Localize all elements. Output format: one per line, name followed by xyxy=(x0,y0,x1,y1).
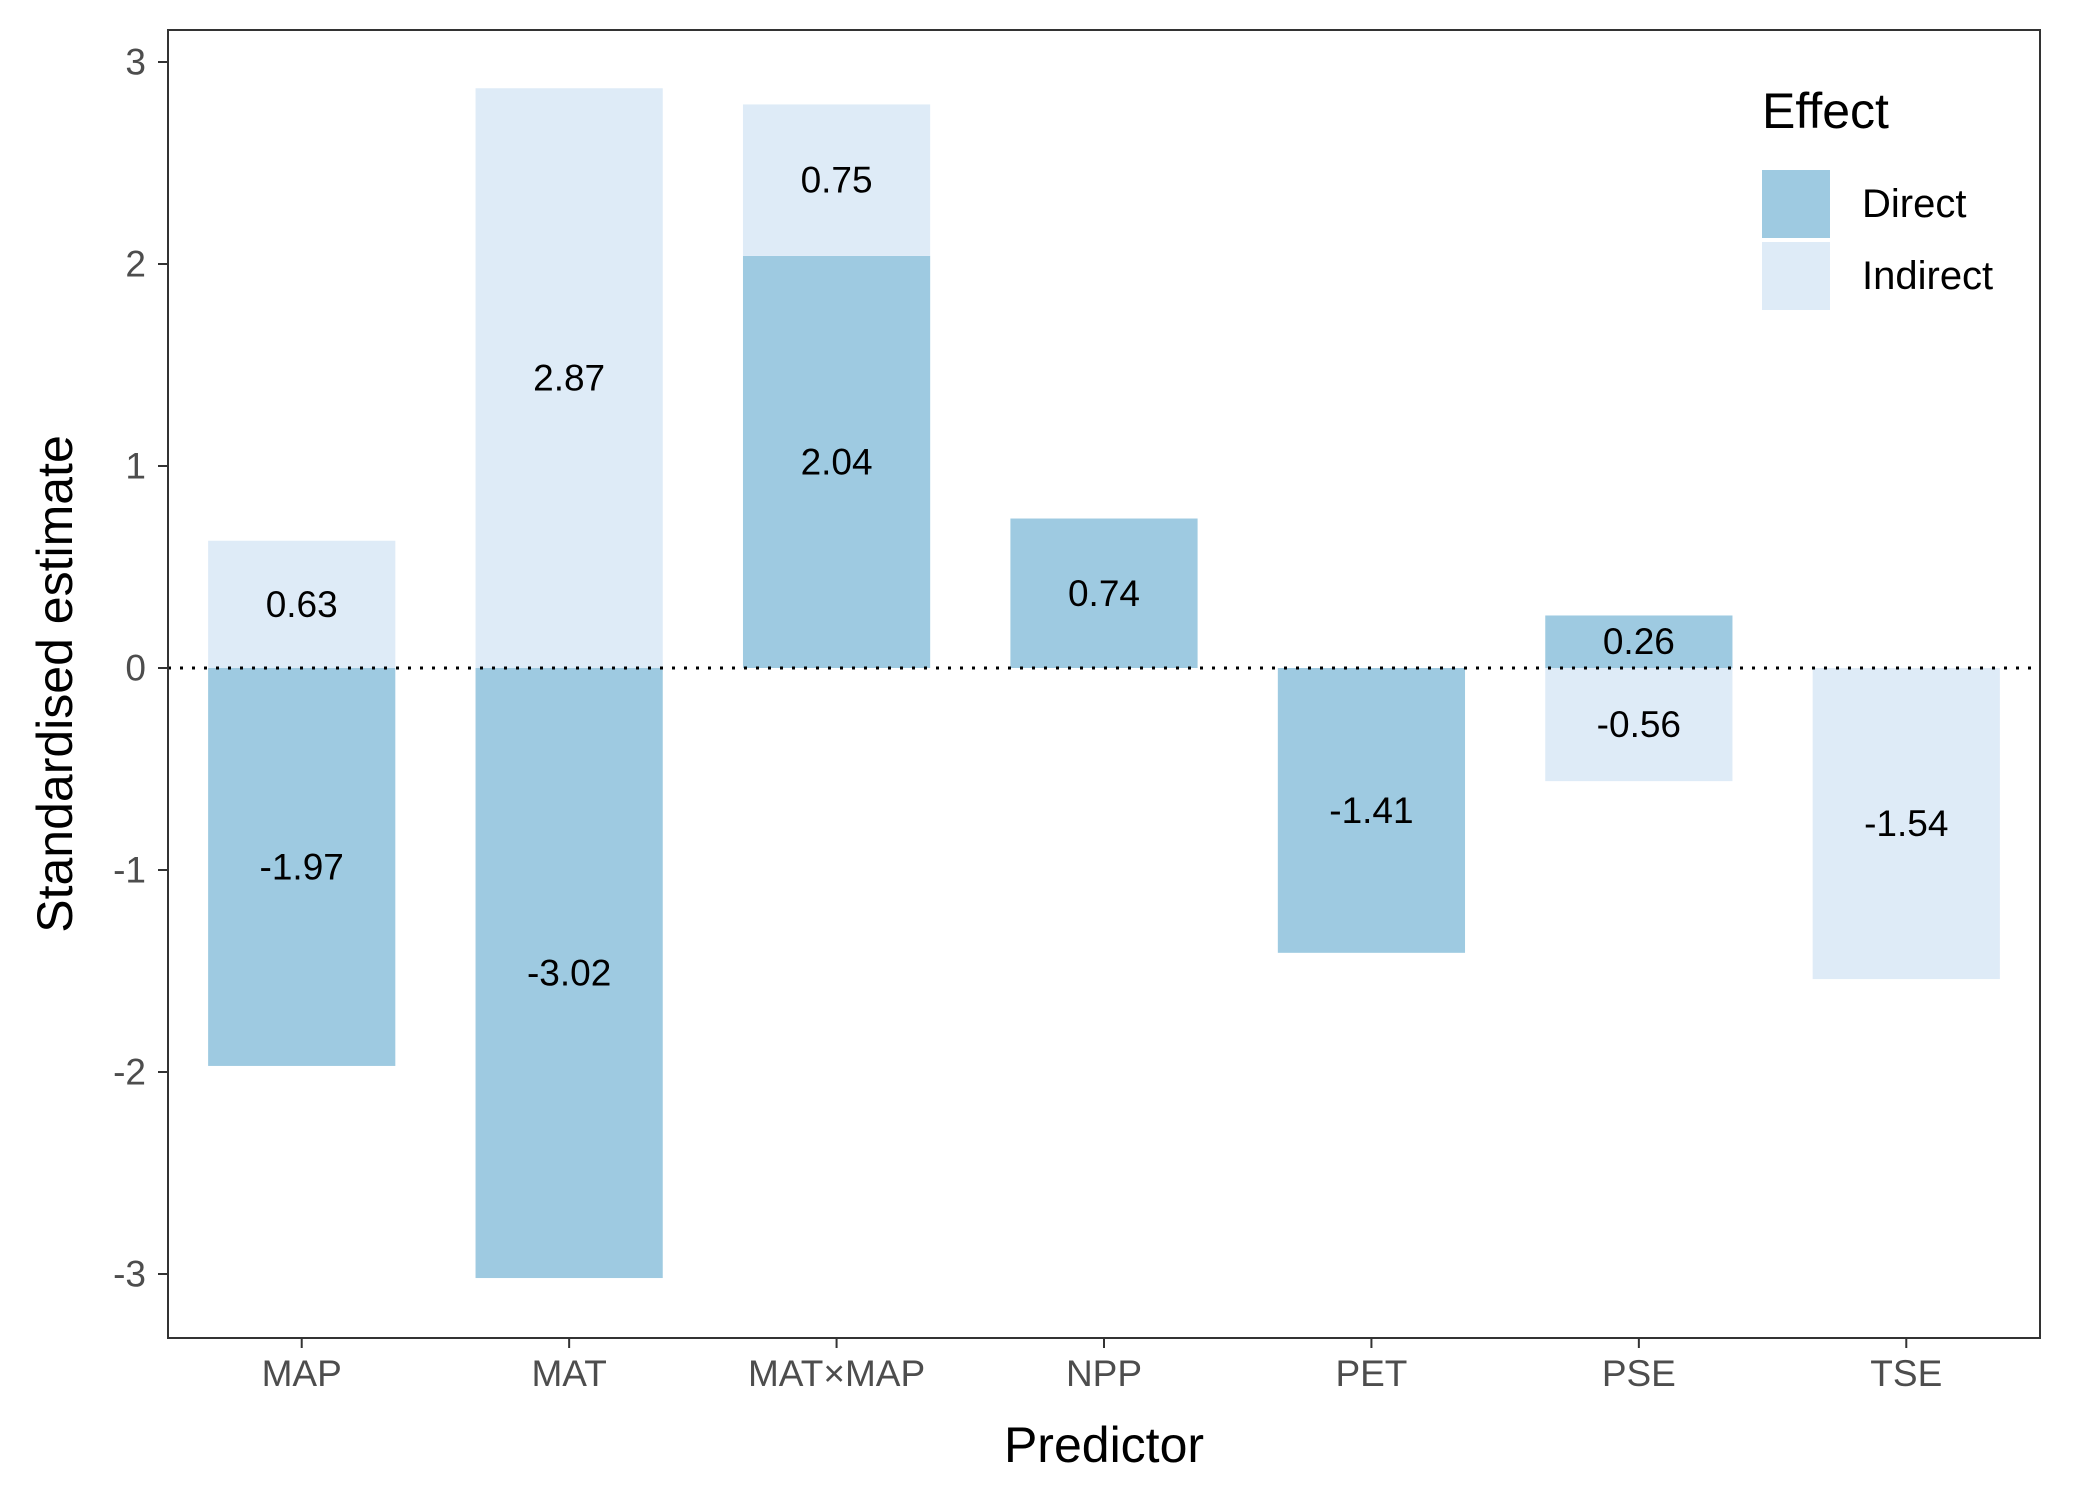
x-axis: MAP MAT MAT×MAP NPP PET PSE TSE xyxy=(262,1338,1942,1394)
y-axis: 3 2 1 0 -1 -2 -3 xyxy=(113,42,168,1295)
bar-mat-direct xyxy=(475,668,663,1279)
x-axis-title: Predictor xyxy=(1004,1417,1204,1473)
bar-label-pet-direct: -1.41 xyxy=(1329,790,1413,831)
y-tick-label: 1 xyxy=(125,446,146,487)
legend: Effect Direct Indirect xyxy=(1762,83,1993,310)
x-tick-label-map: MAP xyxy=(262,1353,342,1394)
bar-mat-map-direct xyxy=(742,255,931,669)
legend-label-indirect: Indirect xyxy=(1862,254,1993,298)
x-tick-label-mat-map: MAT×MAP xyxy=(748,1353,925,1394)
bar-map-indirect xyxy=(208,540,396,668)
bar-map-direct xyxy=(208,668,396,1066)
bar-pse-direct xyxy=(1545,615,1733,668)
y-tick-label: 2 xyxy=(125,244,146,285)
y-tick-label: -3 xyxy=(113,1254,146,1295)
bar-label-tse-indirect: -1.54 xyxy=(1864,803,1948,844)
bars-layer xyxy=(208,88,2000,1279)
x-tick-label-npp: NPP xyxy=(1066,1353,1142,1394)
bar-npp-direct xyxy=(1010,518,1198,668)
bar-mat-indirect xyxy=(475,88,663,668)
bar-label-mat-map-indirect: 0.75 xyxy=(801,160,873,201)
y-tick-label: 3 xyxy=(125,42,146,83)
y-tick-label: 0 xyxy=(125,648,146,689)
bar-labels-layer: 0.63 -1.97 2.87 -3.02 2.04 0.75 0.74 -1.41 0.26 -… xyxy=(260,160,1949,994)
x-tick-label-mat: MAT xyxy=(531,1353,606,1394)
bar-label-npp-direct: 0.74 xyxy=(1068,573,1140,614)
y-tick-label: -1 xyxy=(113,850,146,891)
bar-label-mat-direct: -3.02 xyxy=(527,953,611,994)
y-tick-label: -2 xyxy=(113,1052,146,1093)
x-tick-label-tse: TSE xyxy=(1870,1353,1942,1394)
legend-key-direct xyxy=(1762,170,1830,238)
bar-label-map-indirect: 0.63 xyxy=(266,584,338,625)
legend-title: Effect xyxy=(1762,83,1889,139)
bar-label-mat-map-direct: 2.04 xyxy=(801,441,873,482)
bar-tse-indirect xyxy=(1812,668,2000,980)
bar-pet-direct xyxy=(1277,668,1466,953)
bar-mat-map-indirect xyxy=(742,104,931,256)
x-tick-label-pse: PSE xyxy=(1602,1353,1676,1394)
legend-key-indirect xyxy=(1762,242,1830,310)
bar-label-mat-indirect: 2.87 xyxy=(533,358,605,399)
bar-label-map-direct: -1.97 xyxy=(260,846,344,887)
y-axis-title: Standardised estimate xyxy=(27,435,83,933)
legend-label-direct: Direct xyxy=(1862,182,1966,226)
bar-label-pse-indirect: -0.56 xyxy=(1597,704,1681,745)
bar-pse-indirect xyxy=(1545,668,1733,782)
bar-label-pse-direct: 0.26 xyxy=(1603,621,1675,662)
x-tick-label-pet: PET xyxy=(1335,1353,1407,1394)
